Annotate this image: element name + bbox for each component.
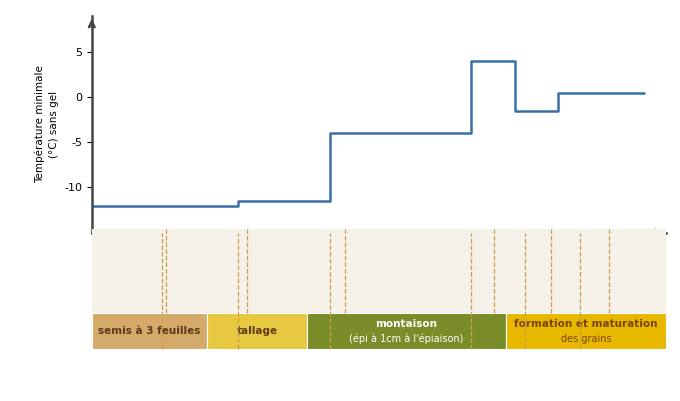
Text: tallage: tallage bbox=[237, 326, 277, 336]
Text: semis à 3 feuilles: semis à 3 feuilles bbox=[98, 326, 201, 336]
Bar bbox=[207, 313, 307, 349]
Text: montaison: montaison bbox=[375, 319, 437, 329]
Bar bbox=[505, 313, 666, 349]
Bar bbox=[307, 313, 505, 349]
Y-axis label: Température minimale
(°C) sans gel: Température minimale (°C) sans gel bbox=[35, 65, 58, 183]
Text: des grains: des grains bbox=[560, 334, 611, 344]
Text: (épi à 1cm à l'épiaison): (épi à 1cm à l'épiaison) bbox=[350, 334, 464, 344]
Text: formation et maturation: formation et maturation bbox=[514, 319, 658, 329]
Bar bbox=[92, 313, 207, 349]
